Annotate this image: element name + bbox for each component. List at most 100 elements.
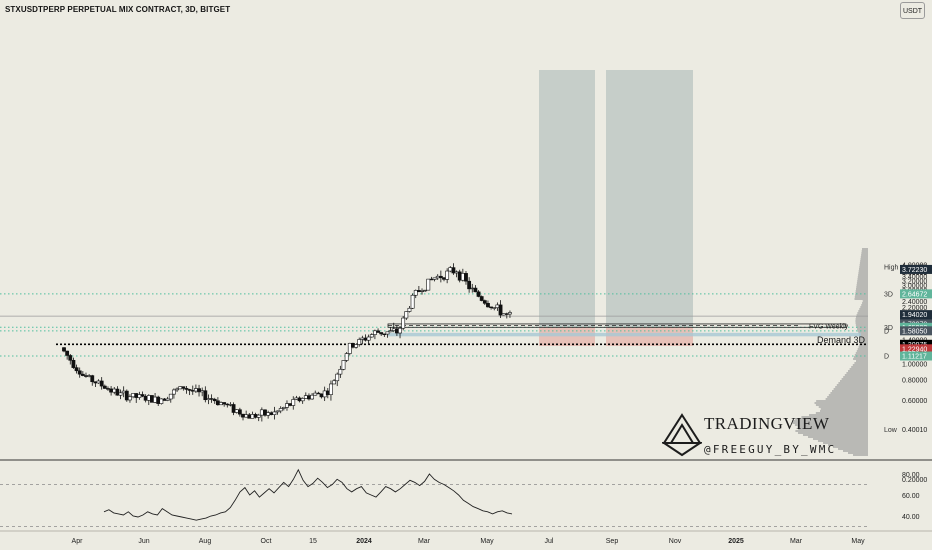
volume-profile-bar <box>825 398 868 400</box>
volume-profile-bar <box>856 314 868 316</box>
candle-down <box>376 330 380 333</box>
volume-profile-bar <box>859 338 868 340</box>
candle-up <box>168 393 173 400</box>
candle-up <box>398 327 402 334</box>
candle-down <box>65 350 70 356</box>
candle-down <box>319 393 324 398</box>
candle-down <box>102 385 107 389</box>
price-label-prefix: 3D <box>884 325 893 332</box>
projection-box-lower <box>539 327 595 346</box>
candle-down <box>109 388 114 393</box>
volume-profile-bar <box>855 290 868 292</box>
candle-up <box>200 390 205 393</box>
candle-down <box>143 395 148 401</box>
candle-up <box>266 412 271 416</box>
volume-profile-bar <box>803 434 868 436</box>
candle-up <box>87 375 92 377</box>
candle-up <box>335 373 340 382</box>
candle-up <box>341 360 346 370</box>
currency-button[interactable]: USDT <box>900 2 925 19</box>
projection-box-upper <box>606 70 693 328</box>
volume-profile-bar <box>859 344 868 346</box>
candle-down <box>124 390 129 401</box>
candle-up <box>275 410 280 413</box>
volume-profile-bar <box>843 450 868 452</box>
candle-up <box>501 313 506 316</box>
volume-profile-bar <box>857 276 868 278</box>
candle-down <box>203 390 208 401</box>
volume-profile-bar <box>861 252 868 254</box>
volume-profile-bar <box>792 420 868 422</box>
candle-down <box>438 275 443 279</box>
volume-profile-bar <box>856 328 868 330</box>
volume-profile-bar <box>833 446 868 448</box>
candle-up <box>153 396 157 403</box>
volume-profile-bar <box>849 368 868 370</box>
price-label: 3.72230 <box>902 267 927 274</box>
candle-down <box>288 403 293 406</box>
time-tick: 2024 <box>356 538 372 545</box>
candle-up <box>175 388 179 391</box>
volume-profile-bar <box>859 308 868 310</box>
candle-down <box>99 380 104 387</box>
candle-up <box>137 394 142 398</box>
candle-up <box>369 334 374 338</box>
volume-profile-bar <box>846 372 868 374</box>
candle-down <box>429 278 434 281</box>
candle-down <box>307 395 311 400</box>
volume-profile <box>792 248 868 456</box>
volume-profile-bar <box>859 340 868 342</box>
volume-profile-bar <box>858 270 868 272</box>
volume-profile-bar <box>814 402 868 404</box>
candle-up <box>131 393 135 398</box>
rsi-pane: 80.00 60.00 40.00 <box>0 468 920 527</box>
volume-profile-bar <box>828 444 868 446</box>
candle-down <box>190 390 195 392</box>
projection-box-lower <box>606 327 693 346</box>
time-tick: Mar <box>790 538 803 545</box>
candle-up <box>194 388 198 392</box>
price-label: 0.40010 <box>902 427 927 434</box>
candle-down <box>93 381 98 384</box>
candles <box>62 263 512 422</box>
candle-down <box>241 413 245 418</box>
volume-profile-bar <box>857 348 868 350</box>
projection-boxes <box>539 70 693 346</box>
candle-down <box>74 367 79 372</box>
volume-profile-bar <box>833 388 868 390</box>
volume-profile-bar <box>856 282 868 284</box>
volume-profile-bar <box>855 316 868 318</box>
candle-down <box>150 395 154 403</box>
candle-down <box>134 393 139 398</box>
candle-down <box>467 280 472 290</box>
candle-down <box>215 400 220 406</box>
price-tick: 3.20000 <box>902 278 927 285</box>
candle-up <box>492 307 497 309</box>
volume-profile-bar <box>859 266 868 268</box>
rsi-tick: 40.00 <box>902 514 920 521</box>
price-tick: 1.00000 <box>902 362 927 369</box>
candle-down <box>363 337 368 341</box>
volume-profile-bar <box>853 358 868 360</box>
time-tick: May <box>851 538 865 545</box>
volume-profile-bar <box>859 264 868 266</box>
candle-up <box>313 392 318 396</box>
volume-profile-bar <box>835 386 868 388</box>
candle-up <box>332 380 336 385</box>
volume-profile-bar <box>828 394 868 396</box>
candle-down <box>181 386 186 389</box>
demand-zone-rect <box>388 332 861 337</box>
volume-profile-bar <box>792 422 868 424</box>
volume-profile-bar <box>860 260 868 262</box>
price-tick: 0.80000 <box>902 378 927 385</box>
volume-profile-bar <box>857 280 868 282</box>
volume-profile-bar <box>855 322 868 324</box>
candle-down <box>253 414 258 418</box>
volume-profile-bar <box>838 448 868 450</box>
candle-down <box>325 390 330 395</box>
volume-profile-bar <box>855 292 868 294</box>
candle-down <box>80 373 85 376</box>
volume-profile-bar <box>858 346 868 348</box>
candle-down <box>464 273 468 282</box>
